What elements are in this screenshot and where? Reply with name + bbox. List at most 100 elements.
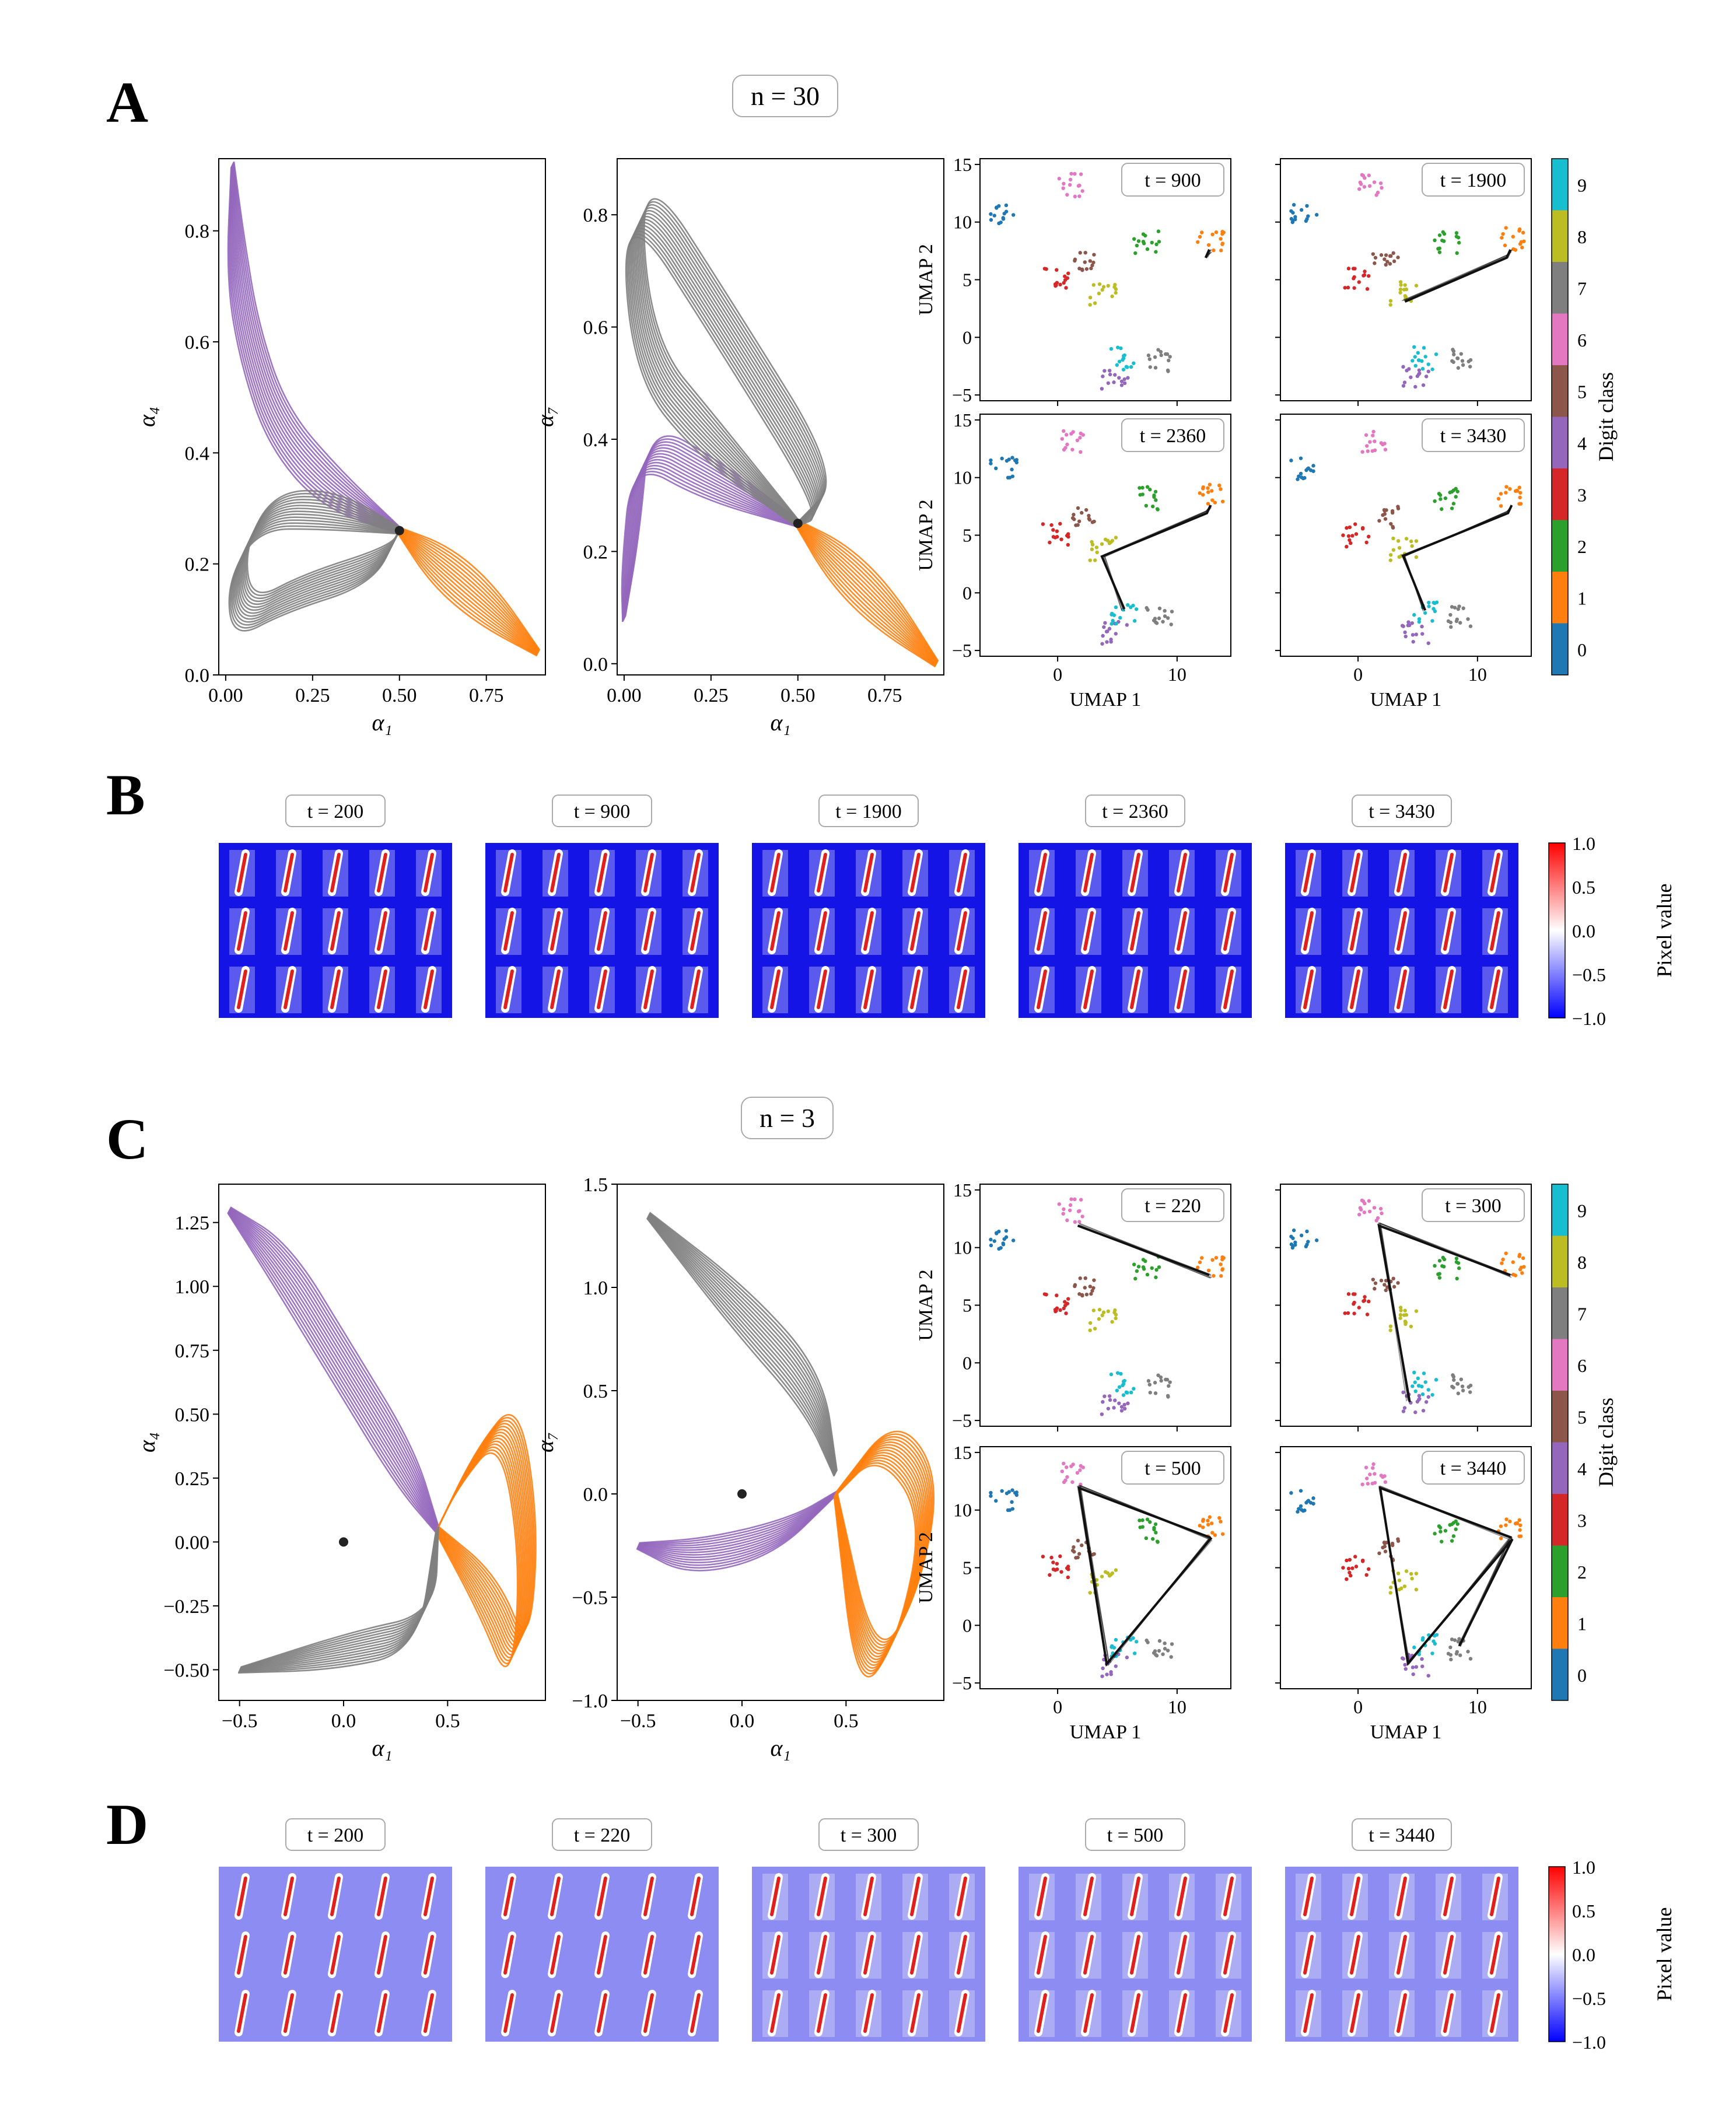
trajectory-line [231,165,400,533]
trajectory-line [240,1526,439,1668]
umap-point [1456,1391,1461,1395]
umap-point [1148,365,1152,369]
colorbar-tick-label: 5 [1577,381,1587,402]
pixel-colorbar-tick-label: 0.0 [1572,1944,1595,1965]
umap-point [1314,1238,1319,1242]
umap-point [1044,1293,1048,1297]
digit-core [1396,1877,1407,1916]
umap-point [1341,533,1345,537]
umap-point [1088,259,1093,263]
trajectory-line [229,1206,439,1528]
digit-core [1037,911,1047,951]
umap-point [1198,235,1202,239]
fixed-point-marker [339,1537,349,1547]
umap-point [1115,1388,1119,1392]
trajectory-line [239,1529,438,1671]
umap-point [1346,1311,1350,1315]
umap-point [1154,498,1158,502]
digit-core [1396,970,1407,1009]
umap-point [1051,1560,1055,1564]
umap-y-tick-label: 0 [963,582,972,603]
umap-point [1001,1242,1006,1247]
umap-point [1457,1637,1461,1641]
umap-point [1420,632,1424,636]
umap-point [1219,1262,1223,1266]
umap-point [1055,529,1059,533]
colorbar-tick-label: 0 [1577,1665,1587,1686]
umap-point [1374,1219,1378,1223]
umap-point [1377,1551,1381,1555]
trajectory-line [238,508,400,611]
umap-point [1423,611,1427,615]
trajectory-line [397,533,538,656]
umap-point [1410,544,1414,548]
umap-point [1148,1520,1152,1524]
umap-point [1129,605,1133,610]
umap-point [1396,1572,1401,1576]
umap-point [1073,172,1077,176]
umap-point [994,1499,998,1503]
umap-point [1210,1258,1214,1262]
trajectory-line [235,513,400,617]
umap-point [1109,1372,1114,1377]
umap-point [1377,519,1381,523]
umap-point [1373,256,1378,260]
umap-point [1010,467,1014,472]
digit-core [817,911,827,951]
umap-point [1451,502,1456,506]
trajectory-line [642,201,826,522]
colorbar-swatch-7 [1552,262,1568,314]
umap-point [1059,1570,1063,1574]
umap-point [1504,1517,1508,1521]
umap-point [1426,1395,1430,1399]
umap-point [1348,1570,1352,1575]
umap-point [1448,612,1452,617]
digit-core [503,1993,514,2033]
image-grid-title-box [1352,1818,1452,1851]
umap-point [1300,475,1304,480]
umap-point [1423,1380,1427,1384]
colorbar-swatch-8 [1552,1236,1568,1287]
trajectory-line [228,1210,438,1531]
digit-core [237,1935,247,1975]
umap-point [1500,1261,1504,1265]
trajectory-line [399,529,540,653]
umap-point [1424,1400,1429,1404]
umap-point [1518,495,1522,500]
digit-core [1083,1935,1094,1975]
umap-point [1297,474,1301,478]
digit-core [424,911,434,951]
umap-point [1075,1471,1080,1475]
umap-point [1080,1543,1084,1548]
umap-y-tick-label: 15 [953,1442,972,1463]
trajectory-line [239,1528,439,1670]
umap-point [1138,486,1142,490]
umap-point [1079,172,1083,176]
colorbar-tick-label: 9 [1577,1200,1587,1221]
umap-point [1398,287,1403,292]
umap-point [1161,620,1165,624]
umap-point [1156,229,1161,233]
umap-point [1088,295,1093,300]
umap-point [1122,377,1126,382]
digit-core [1350,1877,1360,1916]
umap-point [1417,1652,1421,1657]
plot-frame [218,1184,546,1701]
umap-point [1058,1308,1062,1312]
umap-point [1420,1657,1424,1661]
umap-point [1455,1650,1460,1654]
umap-point [1217,483,1222,488]
trajectory-line [624,447,799,618]
umap-point [1062,181,1066,186]
umap-point [1132,1387,1136,1391]
x-tick-label: 0.75 [867,685,902,706]
umap-point [1064,1465,1069,1469]
umap-trajectory [1078,1226,1212,1276]
umap-point [1083,1286,1087,1290]
umap-point [1219,249,1223,253]
umap-point [1076,184,1081,188]
umap-point [1206,502,1210,506]
umap-point [1115,1371,1120,1375]
umap-point [1143,1259,1147,1264]
pixel-colorbar-tick-label: −1.0 [1572,1008,1606,1029]
